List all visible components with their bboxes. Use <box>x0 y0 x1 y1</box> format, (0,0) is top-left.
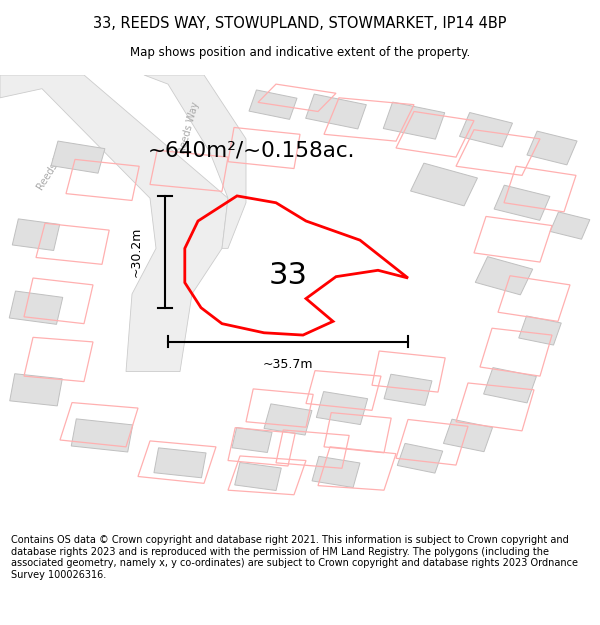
Polygon shape <box>397 443 443 473</box>
Polygon shape <box>494 185 550 221</box>
Polygon shape <box>9 291 63 324</box>
Polygon shape <box>384 374 432 406</box>
Polygon shape <box>550 212 590 239</box>
Polygon shape <box>383 102 445 139</box>
Polygon shape <box>264 404 312 435</box>
Polygon shape <box>312 456 360 488</box>
Text: ~35.7m: ~35.7m <box>263 358 313 371</box>
Text: ~640m²/~0.158ac.: ~640m²/~0.158ac. <box>148 140 356 160</box>
Polygon shape <box>235 462 281 491</box>
Polygon shape <box>249 90 297 119</box>
Polygon shape <box>305 94 367 129</box>
Polygon shape <box>154 448 206 478</box>
Text: ~30.2m: ~30.2m <box>130 227 143 277</box>
Polygon shape <box>10 374 62 406</box>
Polygon shape <box>12 219 60 251</box>
Text: Reeds Way: Reeds Way <box>35 141 73 192</box>
Polygon shape <box>519 316 561 345</box>
Polygon shape <box>316 392 368 424</box>
Text: Reeds Way: Reeds Way <box>177 100 201 154</box>
Polygon shape <box>232 428 272 452</box>
Polygon shape <box>484 368 536 403</box>
Text: Contains OS data © Crown copyright and database right 2021. This information is : Contains OS data © Crown copyright and d… <box>11 535 578 580</box>
Polygon shape <box>0 75 228 371</box>
Text: Map shows position and indicative extent of the property.: Map shows position and indicative extent… <box>130 46 470 59</box>
Polygon shape <box>475 257 533 295</box>
Polygon shape <box>410 163 478 206</box>
Polygon shape <box>51 141 105 173</box>
Text: 33, REEDS WAY, STOWUPLAND, STOWMARKET, IP14 4BP: 33, REEDS WAY, STOWUPLAND, STOWMARKET, I… <box>93 16 507 31</box>
Polygon shape <box>460 112 512 147</box>
Text: 33: 33 <box>269 261 308 290</box>
Polygon shape <box>71 419 133 452</box>
Polygon shape <box>443 419 493 452</box>
Polygon shape <box>144 75 246 248</box>
Polygon shape <box>527 131 577 165</box>
